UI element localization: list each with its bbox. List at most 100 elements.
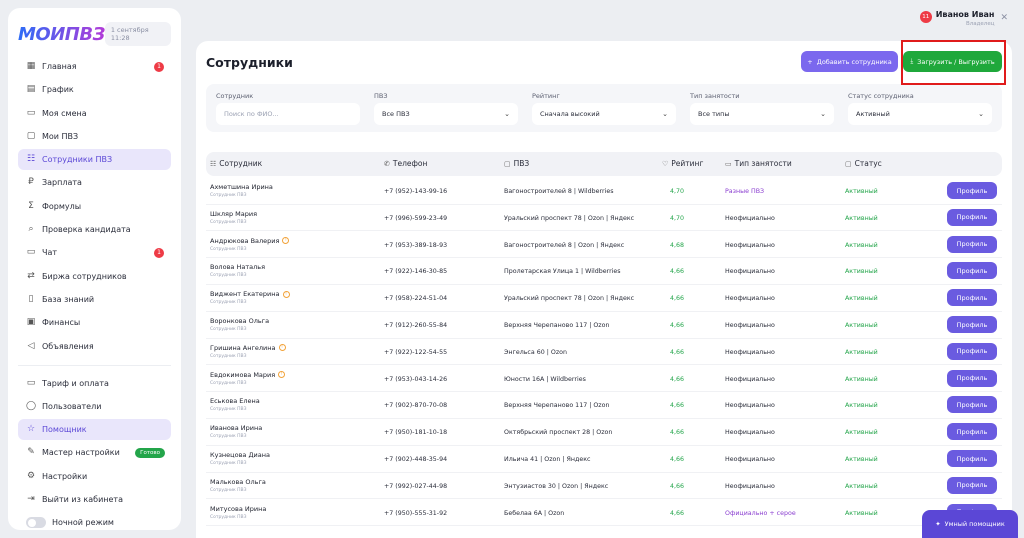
employee-name-wrap: Воронкова Ольга [210,317,269,325]
phone-icon: ✆ [384,159,390,168]
sidebar-item[interactable]: ☷ Сотрудники ПВЗ [18,149,171,171]
pvz-cell: Энтузиастов 30 | Ozon | Яндекс [504,482,609,490]
employee-role: Сотрудник ПВЗ [210,353,247,359]
logout-icon: ⇥ [27,494,35,505]
star-icon: ♡ [662,159,669,168]
count-badge: 1 [154,61,164,72]
sidebar-item[interactable]: ◯ Пользователи [18,396,171,417]
filter-select[interactable]: Все типы ⌄ [690,103,834,125]
employee-name-wrap: Иванова Ирина [210,424,262,432]
sidebar-item-label: Пользователи [42,401,102,411]
profile-button[interactable]: Профиль [947,450,997,467]
sidebar-item[interactable]: ⇥ Выйти из кабинета [18,489,171,510]
rating-cell: 4,68 [669,241,684,249]
phone-cell: +7 (953)-389-18-93 [384,241,448,249]
employee-search-input[interactable]: Поиск по ФИО... [216,103,360,125]
employment-type-cell: Неофициально [725,322,775,329]
sidebar-item[interactable]: ⌕ Проверка кандидата [18,219,171,240]
profile-button[interactable]: Профиль [947,342,997,360]
status-cell: Активный [845,456,878,463]
sidebar-item[interactable]: Σ Формулы [18,196,171,217]
filter-select[interactable]: Активный ⌄ [848,103,992,125]
employment-type-cell: Неофициально [725,348,775,356]
warning-icon: ! [282,290,290,298]
chevron-down-icon: ⌄ [820,110,826,118]
rating-cell: 4,66 [669,348,684,356]
sidebar-item[interactable]: ▦ Главная 1 [18,56,171,77]
status-cell: Активный [845,214,878,222]
table-row: Андрюкова Валерия! Сотрудник ПВЗ +7 (953)-… [206,232,1002,259]
profile-button[interactable]: Профиль [947,423,997,441]
sidebar-item-label: Мастер настройки [42,448,120,458]
sidebar-item[interactable]: ⚙ Настройки [18,466,171,487]
pvz-cell: Вагоностроителей 8 | Wildberries [504,188,614,195]
column-header[interactable]: ▭ Тип занятости [725,159,792,168]
sidebar-item[interactable]: ▭ Чат 1 [18,242,171,263]
employee-cell: Кузнецова Диана Сотрудник ПВЗ [210,451,270,466]
profile-button[interactable]: Профиль [947,476,997,494]
smart-assistant-button[interactable]: ✦ Умный помощник [922,510,1018,538]
profile-button[interactable]: Профиль [947,262,997,280]
column-header[interactable]: ☷ Сотрудник [210,159,262,168]
sidebar-item[interactable]: ✎ Мастер настройки Готово [18,442,171,463]
logo[interactable]: МОИПВЗ [18,23,105,45]
phone-cell: +7 (996)-599-23-49 [384,214,448,222]
sidebar-item[interactable]: ₽ Зарплата [18,172,171,193]
table-row: Евдокимова Мария! Сотрудник ПВЗ +7 (953)-0… [206,366,1002,393]
employee-name: Иванова Ирина [210,424,263,433]
upload-download-button[interactable]: ⤓ Загрузить / Выгрузить [903,51,1002,72]
employee-role: Сотрудник ПВЗ [210,407,247,413]
sidebar-item[interactable]: ⇄ Биржа сотрудников [18,266,171,287]
employee-name: Волова Наталья [210,263,265,272]
filter-label: Рейтинг [532,92,560,100]
employee-name-wrap: Андрюкова Валерия! [210,237,290,245]
sidebar-item[interactable]: ▢ Мои ПВЗ [18,126,171,147]
employee-role: Сотрудник ПВЗ [210,434,247,440]
sidebar-item[interactable]: ▭ Тариф и оплата [18,373,171,394]
employee-name-wrap: Кузнецова Диана [210,451,270,459]
profile-button[interactable]: Профиль [947,396,997,414]
sparkle-icon: ✦ [935,520,941,528]
sidebar-item[interactable]: ▤ График [18,79,171,100]
employee-name: Кузнецова Диана [210,451,270,459]
employee-role: Сотрудник ПВЗ [210,461,247,466]
column-header[interactable]: ♡ Рейтинг [662,159,703,168]
profile-button[interactable]: Профиль [947,235,997,253]
column-header[interactable]: ✆ Телефон [384,159,427,168]
user-name: Иванов Иван [935,10,995,19]
sidebar-item[interactable]: Ночной режим [18,512,171,533]
profile-button[interactable]: Профиль [947,316,997,333]
profile-button[interactable]: Профиль [947,289,997,307]
profile-button[interactable]: Профиль [947,369,997,387]
status-cell: Активный [845,482,878,490]
main-content: Сотрудники + Добавить сотрудника ⤓ Загру… [196,41,1012,538]
column-header[interactable]: ▢ Статус [845,159,882,168]
sidebar-item[interactable]: ◁ Объявления [18,336,171,357]
filter-select[interactable]: Сначала высокий ⌄ [532,103,676,125]
pvz-cell: Энгельса 60 | Ozon [504,348,567,356]
filter-select[interactable]: Все ПВЗ ⌄ [374,103,518,125]
profile-button[interactable]: Профиль [947,208,997,226]
profile-button[interactable]: Профиль [947,182,997,199]
rating-cell: 4,66 [669,268,684,276]
rating-cell: 4,66 [669,509,684,517]
sidebar-item[interactable]: ☆ Помощник [18,419,171,441]
employee-cell: Малькова Ольга Сотрудник ПВЗ [210,478,266,493]
close-icon[interactable]: ✕ [1000,13,1008,23]
sidebar-item-label: Помощник [42,425,87,435]
notification-badge[interactable]: 11 [919,11,932,23]
box-icon: ▢ [504,159,511,168]
phone-cell: +7 (902)-448-35-94 [384,456,448,463]
sidebar-item[interactable]: ▭ Моя смена [18,103,171,124]
column-header[interactable]: ▢ ПВЗ [504,159,529,168]
sidebar-item-label: Финансы [42,318,81,328]
sidebar-item-label: Чат [42,248,58,258]
star-icon: ☆ [26,424,36,435]
employee-role: Сотрудник ПВЗ [210,246,247,252]
phone-cell: +7 (992)-027-44-98 [384,482,448,490]
add-employee-button[interactable]: + Добавить сотрудника [801,51,898,72]
sidebar-item[interactable]: ▯ База знаний [18,289,171,310]
night-mode-toggle[interactable] [26,517,46,529]
user-menu[interactable]: 11 Иванов Иван Владелец ✕ [919,10,1008,27]
sidebar-item[interactable]: ▣ Финансы [18,312,171,333]
